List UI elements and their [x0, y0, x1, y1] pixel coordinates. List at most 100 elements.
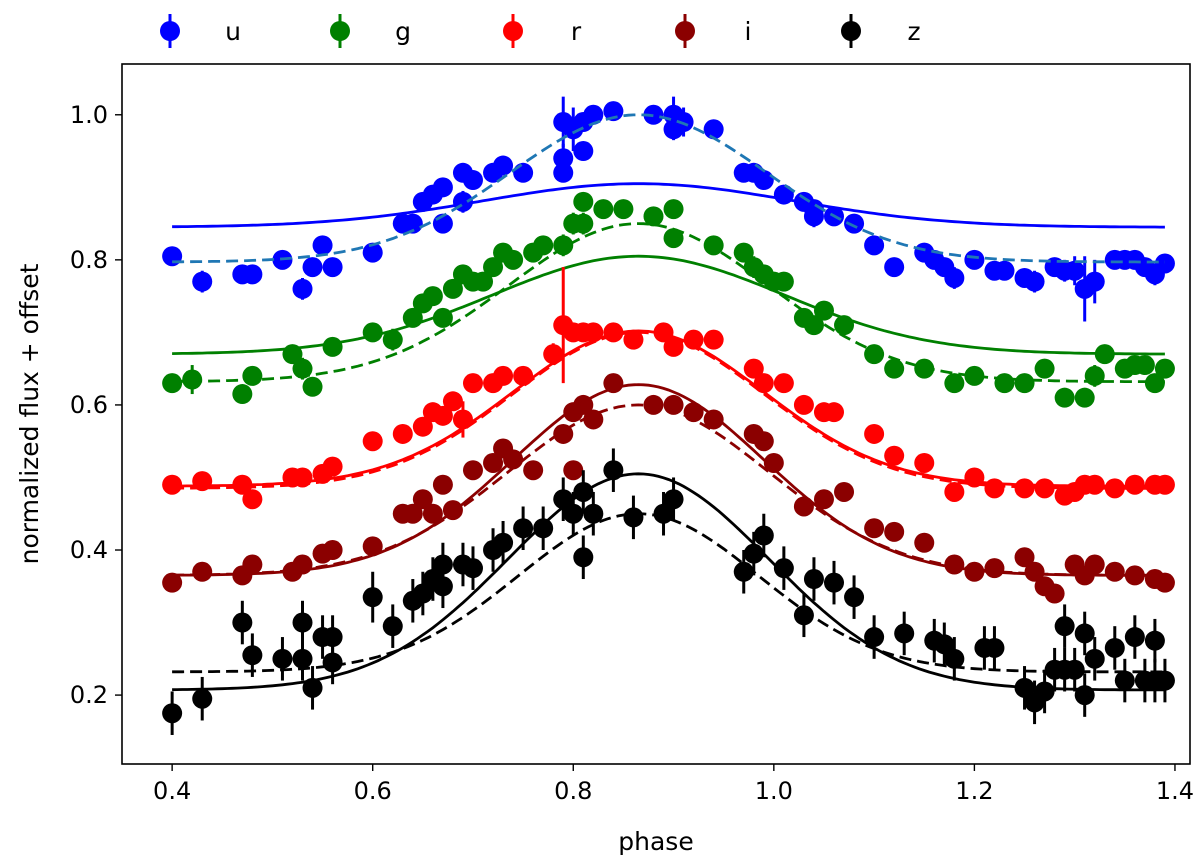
data-point — [964, 561, 985, 582]
data-point — [763, 452, 784, 473]
data-point — [663, 228, 684, 249]
model-curve — [172, 329, 1165, 488]
series-z — [162, 448, 1175, 735]
data-point — [1014, 373, 1035, 394]
data-point — [864, 518, 885, 539]
legend-entry-u: u — [160, 14, 241, 48]
data-point — [1084, 554, 1105, 575]
data-point — [382, 329, 403, 350]
y-tick-label: 0.2 — [70, 681, 108, 709]
data-point — [944, 373, 965, 394]
plot-area — [162, 96, 1175, 735]
data-point — [533, 235, 554, 256]
x-tick-label: 0.6 — [354, 777, 392, 805]
data-point — [1054, 616, 1075, 637]
data-point — [312, 235, 333, 256]
data-point — [432, 474, 453, 495]
data-point — [242, 489, 263, 510]
legend-label: z — [907, 17, 920, 46]
data-point — [844, 587, 865, 608]
data-point — [462, 170, 483, 191]
data-point — [623, 507, 644, 528]
data-point — [884, 257, 905, 278]
data-point — [1154, 572, 1175, 593]
data-point — [663, 119, 684, 140]
data-point — [182, 369, 203, 390]
data-point — [493, 532, 514, 553]
data-point — [162, 703, 183, 724]
series-u — [162, 96, 1175, 322]
data-point — [934, 634, 955, 655]
data-point — [412, 416, 433, 437]
data-point — [944, 648, 965, 669]
data-point — [793, 394, 814, 415]
data-point — [1054, 387, 1075, 408]
data-point — [1104, 478, 1125, 499]
data-point — [302, 257, 323, 278]
data-point — [1104, 637, 1125, 658]
data-point — [994, 373, 1015, 394]
data-point — [513, 162, 534, 183]
data-point — [1034, 478, 1055, 499]
data-point — [493, 155, 514, 176]
data-point — [302, 677, 323, 698]
data-point — [162, 246, 183, 267]
data-point — [573, 141, 594, 162]
legend-label: r — [571, 17, 582, 46]
y-tick-label: 1.0 — [70, 101, 108, 129]
plot-frame — [121, 63, 1191, 765]
data-point — [1154, 253, 1175, 274]
data-point — [1064, 260, 1085, 281]
data-point — [703, 409, 724, 430]
fit-curve — [172, 512, 1165, 674]
legend-label: i — [745, 17, 752, 46]
data-point — [483, 452, 504, 473]
data-point — [302, 376, 323, 397]
fit-curve — [172, 222, 1165, 384]
legend-marker — [675, 21, 695, 41]
data-point — [1154, 358, 1175, 379]
data-point — [803, 569, 824, 590]
y-axis-label: normalized flux + offset — [15, 263, 44, 564]
legend-entry-z: z — [841, 14, 921, 48]
data-point — [573, 213, 594, 234]
data-point — [653, 322, 674, 343]
data-point — [793, 605, 814, 626]
y-tick-label: 0.4 — [70, 536, 108, 564]
data-point — [844, 213, 865, 234]
data-point — [1114, 670, 1135, 691]
data-point — [392, 423, 413, 444]
data-point — [462, 558, 483, 579]
data-point — [583, 503, 604, 524]
data-point — [1154, 474, 1175, 495]
data-point — [1134, 355, 1155, 376]
legend-label: u — [225, 17, 241, 46]
data-point — [984, 478, 1005, 499]
data-point — [322, 257, 343, 278]
data-point — [613, 199, 634, 220]
data-point — [864, 627, 885, 648]
data-point — [944, 481, 965, 502]
data-point — [242, 645, 263, 666]
data-point — [1084, 648, 1105, 669]
fit-curve — [172, 330, 1165, 490]
data-point — [1074, 387, 1095, 408]
data-point — [513, 518, 534, 539]
data-point — [984, 637, 1005, 658]
data-point — [864, 423, 885, 444]
data-point — [422, 503, 443, 524]
data-point — [322, 627, 343, 648]
fit-curve — [172, 113, 1165, 264]
data-point — [292, 612, 313, 633]
data-point — [1154, 670, 1175, 691]
data-point — [292, 278, 313, 299]
data-point — [192, 561, 213, 582]
data-point — [442, 391, 463, 412]
data-point — [382, 616, 403, 637]
data-point — [1024, 561, 1045, 582]
data-point — [944, 267, 965, 288]
data-point — [563, 460, 584, 481]
data-point — [322, 456, 343, 477]
x-tick-label: 1.4 — [1156, 777, 1194, 805]
